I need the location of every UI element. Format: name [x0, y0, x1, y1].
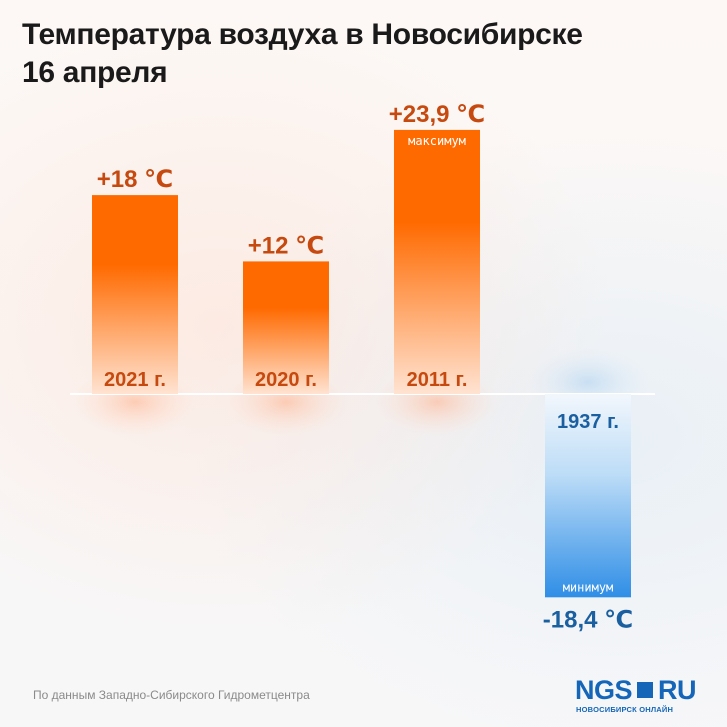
logo-subtitle: НОВОСИБИРСК ОНЛАЙН — [576, 705, 674, 714]
bar-2020 — [243, 261, 329, 394]
category-label: 2011 г. — [407, 369, 468, 391]
logo-text-left: NGS — [575, 675, 633, 705]
value-label: +23,9 ℃ — [389, 101, 485, 128]
bar-2021 — [92, 195, 178, 394]
ngs-logo[interactable]: NGS RU НОВОСИБИРСК ОНЛАЙН — [575, 676, 710, 716]
category-label: 2020 г. — [255, 369, 317, 391]
logo-text-right: RU — [658, 675, 697, 705]
category-label: 1937 г. — [557, 411, 619, 433]
logo-square-icon — [637, 682, 654, 698]
bar-2011 — [394, 129, 480, 394]
bar-annotation: минимум — [563, 580, 614, 594]
value-label: -18,4 ℃ — [543, 606, 633, 633]
chart-title: Температура воздуха в Новосибирске 16 ап… — [22, 16, 702, 92]
value-label: +18 ℃ — [97, 166, 173, 193]
chart-title-line-2: 16 апреля — [22, 56, 168, 89]
source-note: По данным Западно-Сибирского Гидрометцен… — [33, 688, 310, 702]
category-label: 2021 г. — [104, 369, 166, 391]
value-label: +12 ℃ — [248, 232, 324, 259]
bar-annotation: максимум — [408, 134, 466, 148]
bar-1937 — [545, 394, 631, 598]
chart-title-line-1: Температура воздуха в Новосибирске — [22, 18, 583, 51]
logo-wordmark: NGS RU — [575, 675, 697, 705]
